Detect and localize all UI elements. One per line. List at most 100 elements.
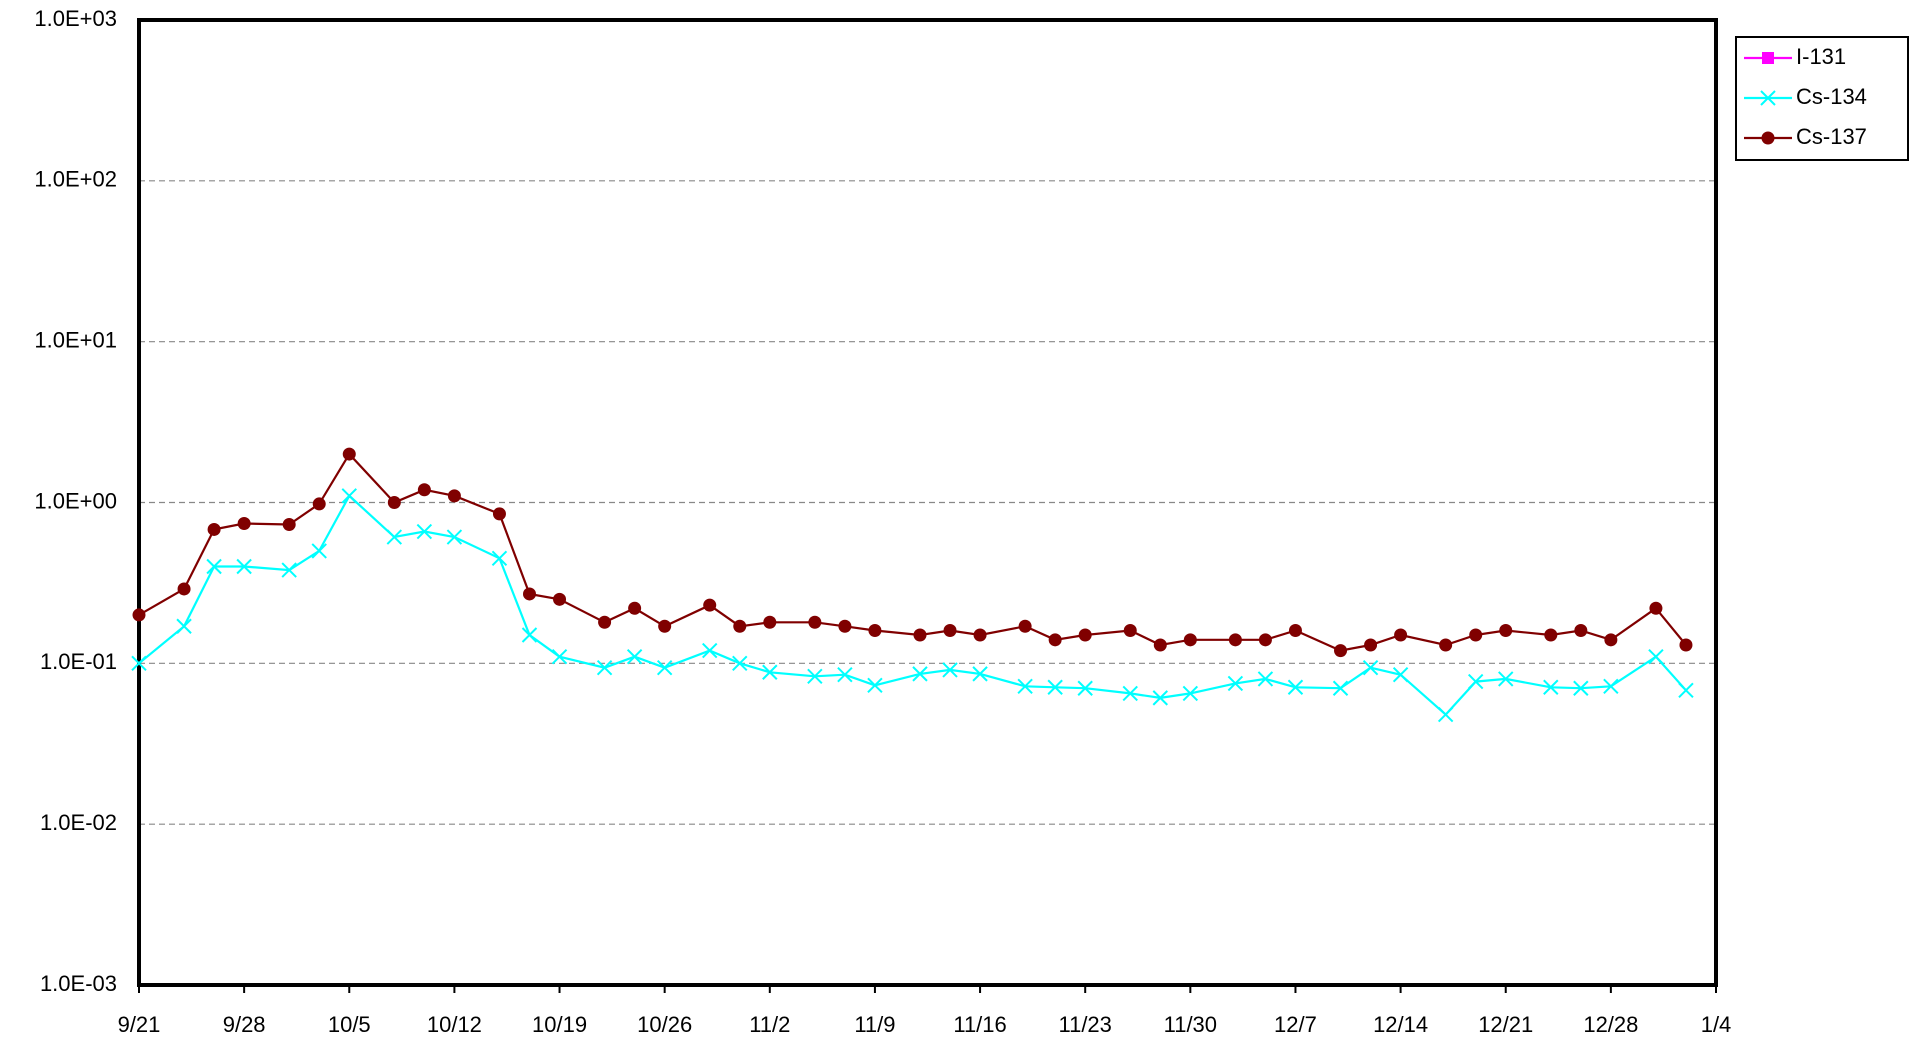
x-tick-label: 11/2 [749,1012,790,1037]
y-tick-label: 1.0E+00 [34,488,117,513]
marker [1498,671,1514,687]
marker [1258,633,1272,647]
marker [973,628,987,642]
x-tick-label: 1/4 [1701,1012,1732,1037]
marker [1017,678,1033,694]
marker [176,618,192,634]
x-tick-label: 12/21 [1478,1012,1533,1037]
marker [312,497,326,511]
marker [626,648,643,665]
marker [131,655,147,672]
x-tick-label: 10/26 [637,1012,692,1037]
marker [281,562,297,578]
marker [1048,633,1062,647]
marker [1394,628,1408,642]
legend-marker [1760,90,1776,106]
marker [341,488,357,504]
marker [1078,628,1092,642]
marker [1437,706,1454,723]
x-tick-label: 12/7 [1274,1012,1317,1037]
marker [763,615,777,629]
marker [868,624,882,638]
y-tick-label: 1.0E+03 [34,6,117,31]
marker [1573,680,1589,696]
marker [342,447,356,461]
legend-label: Cs-137 [1796,124,1867,149]
x-tick-label: 9/21 [118,1012,161,1037]
marker [628,601,642,615]
marker [1183,633,1197,647]
marker [1604,633,1618,647]
marker [837,666,853,683]
marker [808,615,822,629]
marker [1288,624,1302,638]
marker [282,517,296,531]
marker [972,666,988,682]
marker [1047,679,1063,695]
marker [1679,638,1693,652]
marker [658,619,672,633]
x-tick-label: 11/30 [1164,1012,1217,1037]
marker [732,655,748,672]
marker [1257,671,1274,687]
marker [1439,638,1453,652]
marker [867,677,883,694]
marker [521,627,538,643]
marker [1603,678,1619,694]
marker [132,608,146,622]
marker [446,529,463,545]
series-line [138,452,1687,652]
marker [553,592,567,606]
marker [1649,601,1663,615]
marker [1364,638,1378,652]
marker [1467,673,1484,690]
marker [1182,685,1199,702]
marker [207,522,221,536]
x-tick-label: 11/16 [953,1012,1006,1037]
legend-marker [1761,131,1775,145]
marker [1287,679,1304,695]
marker [417,483,431,497]
marker [943,624,957,638]
y-tick-label: 1.0E+02 [34,167,117,192]
marker [551,648,568,665]
marker [703,598,717,612]
marker [838,619,852,633]
marker [912,666,928,682]
legend: I-131 Cs-134 Cs-137 [1735,36,1909,161]
marker [598,615,612,629]
marker [177,582,191,596]
y-tick-label: 1.0E-03 [40,971,117,996]
series-line [138,494,1687,717]
marker [1499,624,1513,638]
marker [522,587,536,601]
marker [386,529,403,545]
marker [416,523,433,540]
x-tick-label: 10/19 [532,1012,587,1037]
marker [1153,638,1167,652]
x-tick-label: 10/12 [427,1012,482,1037]
marker [1123,624,1137,638]
marker [1574,624,1588,638]
marker [702,642,718,659]
marker [596,659,613,676]
x-tick-label: 9/28 [223,1012,266,1037]
legend-label: Cs-134 [1796,84,1867,109]
marker [492,507,506,521]
marker [1392,666,1409,683]
marker [311,543,327,559]
y-tick-label: 1.0E+01 [34,327,117,352]
x-tick-label: 11/9 [854,1012,895,1037]
marker [1334,644,1348,658]
marker [1469,628,1483,642]
marker [1543,679,1559,695]
marker [491,550,508,566]
x-tick-label: 12/14 [1373,1012,1428,1037]
marker [1362,659,1379,676]
legend-marker [1762,52,1774,64]
y-tick-label: 1.0E-02 [40,810,117,835]
marker [1678,682,1694,698]
legend-label: I-131 [1796,44,1846,69]
